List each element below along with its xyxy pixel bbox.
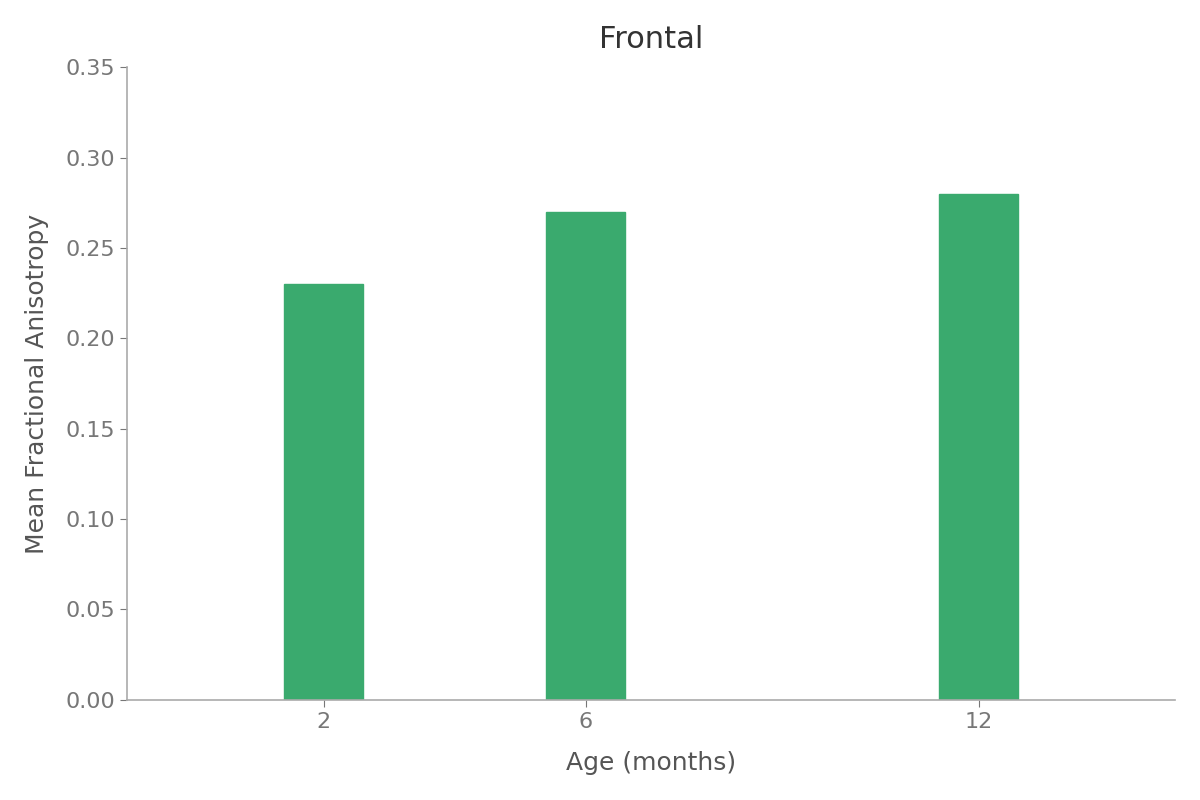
Y-axis label: Mean Fractional Anisotropy: Mean Fractional Anisotropy <box>25 214 49 554</box>
Bar <box>284 284 362 700</box>
Bar <box>546 212 625 700</box>
X-axis label: Age (months): Age (months) <box>566 751 736 775</box>
Bar <box>940 194 1018 700</box>
Title: Frontal: Frontal <box>599 25 703 54</box>
